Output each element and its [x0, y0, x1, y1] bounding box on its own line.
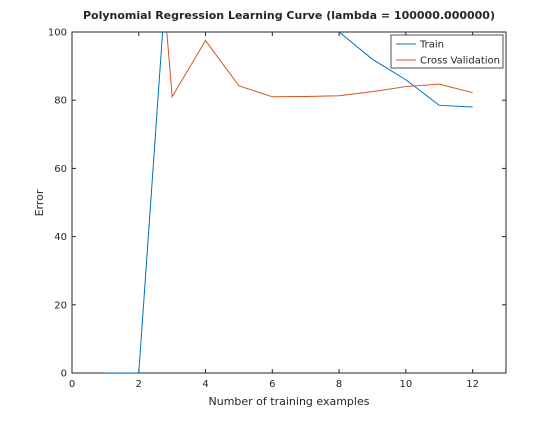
series-line-train	[105, 32, 473, 373]
axis-ticks: 0 2 4 6 8 10 12 0 20 40 60 80 100	[48, 28, 506, 390]
y-tick-label: 20	[54, 300, 67, 311]
x-tick-label: 8	[336, 379, 342, 390]
series-line-cross-validation	[166, 32, 473, 99]
series-lines	[105, 32, 473, 373]
legend-box	[390, 34, 504, 69]
y-tick-label: 0	[61, 369, 67, 380]
legend-label: Train	[419, 40, 444, 51]
legend-label: Cross Validation	[420, 56, 500, 67]
chart-title: Polynomial Regression Learning Curve (la…	[83, 9, 495, 22]
y-axis-label: Error	[33, 189, 46, 216]
x-axis-label: Number of training examples	[209, 395, 370, 408]
axes-box	[71, 31, 507, 374]
x-tick-label: 2	[136, 379, 142, 390]
y-tick-label: 60	[54, 164, 67, 175]
legend: Train Cross Validation	[390, 34, 504, 69]
x-tick-label: 0	[69, 379, 75, 390]
y-tick-label: 40	[54, 232, 67, 243]
y-tick-label: 100	[48, 28, 67, 39]
x-tick-label: 6	[269, 379, 275, 390]
plot-area	[71, 31, 507, 374]
y-tick-label: 80	[54, 96, 67, 107]
x-tick-label: 10	[399, 379, 412, 390]
x-tick-label: 12	[466, 379, 479, 390]
x-tick-label: 4	[202, 379, 208, 390]
